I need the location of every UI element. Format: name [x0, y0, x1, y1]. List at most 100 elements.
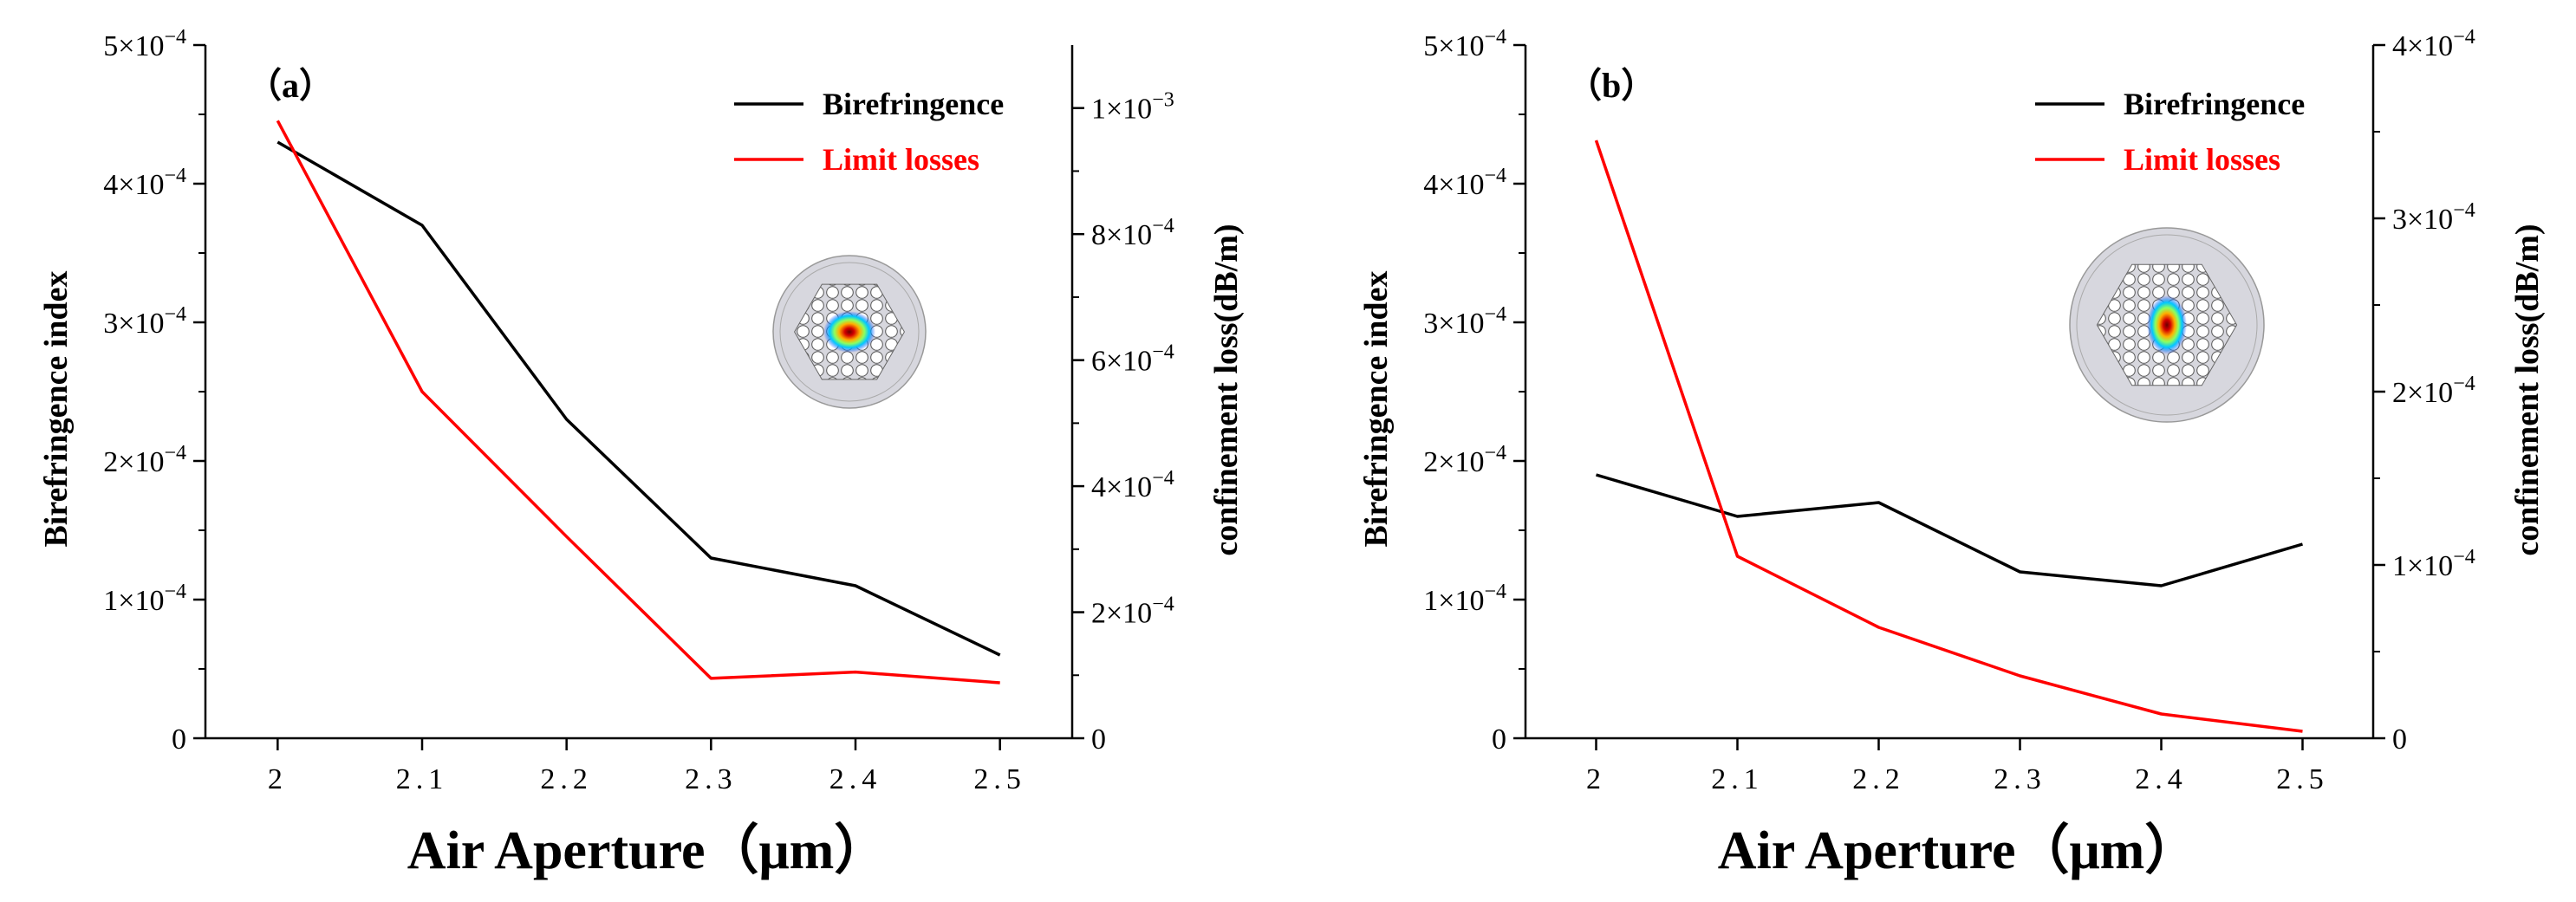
y-right-tick-label-mantissa: 4×10 [1091, 471, 1152, 503]
fiber-cladding-ring [2076, 234, 2258, 416]
y-left-tick-label: 4×10−4 [1423, 165, 1506, 201]
y-left-tick-label: 3×10−4 [103, 303, 186, 340]
y-right-tick-label: 3×10−4 [2392, 199, 2475, 236]
x-tick-label: 2 [268, 763, 288, 795]
y-left-tick-label-mantissa: 2×10 [103, 446, 164, 478]
x-axis-label: Air Aperture（μm） [1718, 820, 2199, 880]
y-left-tick-label-exponent: −4 [1484, 26, 1506, 49]
y-left-tick-label: 5×10−4 [1423, 26, 1506, 62]
y-left-tick-label: 4×10−4 [103, 165, 186, 201]
y-left-tick-label: 2×10−4 [103, 442, 186, 478]
legend-label: Birefringence [823, 87, 1004, 121]
y-right-tick-label: 0 [1091, 724, 1106, 756]
y-left-tick-label-exponent: −4 [1484, 303, 1506, 326]
y-left-tick-label-mantissa: 5×10 [1423, 30, 1484, 62]
series-line-birefringence [1596, 473, 2303, 587]
y-left-tick-label-mantissa: 5×10 [103, 30, 164, 62]
y-left-tick-label-mantissa: 4×10 [1423, 169, 1484, 201]
x-tick-label: 2.5 [2276, 763, 2329, 795]
y-left-tick-label-exponent: −4 [164, 303, 186, 326]
y-left-tick-label-exponent: −4 [1484, 165, 1506, 187]
panel-label: （a） [247, 66, 334, 105]
y-right-tick-label-mantissa: 0 [1091, 724, 1106, 756]
y-right-tick-label: 2×10−4 [2392, 373, 2475, 409]
x-tick-label: 2.5 [973, 763, 1026, 795]
series-line-birefringence [276, 140, 1001, 657]
y-right-tick-label: 1×10−4 [2392, 546, 2475, 582]
y-axis-left-label: Birefringence index [1358, 270, 1395, 547]
x-tick-label: 2.2 [540, 763, 593, 795]
y-right-tick-label: 8×10−4 [1091, 215, 1174, 251]
mode-field-profile [823, 311, 875, 353]
series-line-limit-losses [1594, 140, 2303, 733]
y-left-tick-label-exponent: −4 [164, 442, 186, 464]
y-left-tick-label-exponent: −4 [1484, 442, 1506, 464]
y-right-tick-label: 0 [2392, 724, 2407, 756]
y-right-tick-label: 4×10−4 [1091, 467, 1174, 503]
y-left-tick-label: 5×10−4 [103, 26, 186, 62]
y-right-tick-label-mantissa: 1×10 [1091, 94, 1152, 126]
y-left-tick-label-mantissa: 0 [1492, 724, 1506, 756]
y-left-tick-label-mantissa: 0 [172, 724, 186, 756]
y-right-tick-label-mantissa: 4×10 [2392, 30, 2453, 62]
chart-panel-b: 2 2.1 2.2 2.3 2.4 2.501×10−42×10−43×10−44×10−… [1358, 26, 2546, 880]
y-axis-right-label: confinement loss(dB/m) [2509, 224, 2546, 555]
legend-label: Limit losses [823, 142, 979, 177]
y-left-tick-label-exponent: −4 [164, 581, 186, 603]
y-right-tick-label-exponent: −4 [1152, 215, 1174, 237]
y-left-tick-label-mantissa: 3×10 [1423, 308, 1484, 340]
chart-panel-a: 2 2.1 2.2 2.3 2.4 2.501×10−42×10−43×10−44×10−… [38, 26, 1245, 880]
y-right-tick-label-mantissa: 2×10 [2392, 377, 2453, 409]
y-axis-left-label: Birefringence index [38, 270, 75, 547]
x-tick-label: 2.4 [2135, 763, 2188, 795]
y-right-tick-label-exponent: −4 [1152, 594, 1174, 616]
y-right-tick-label: 4×10−4 [2392, 26, 2475, 62]
y-left-tick-label: 3×10−4 [1423, 303, 1506, 340]
x-tick-label: 2 [1586, 763, 1606, 795]
y-left-tick-label: 1×10−4 [103, 581, 186, 617]
y-left-tick-label-mantissa: 4×10 [103, 169, 164, 201]
mode-field-profile [2147, 295, 2187, 354]
x-tick-label: 2.4 [829, 763, 882, 795]
series-line-limit-losses [276, 120, 1000, 685]
x-tick-label: 2.1 [1711, 763, 1764, 795]
y-left-tick-label-mantissa: 1×10 [1423, 585, 1484, 617]
fiber-cladding-ring [779, 262, 920, 402]
y-left-tick-label: 1×10−4 [1423, 581, 1506, 617]
legend-label: Birefringence [2124, 87, 2305, 121]
y-right-tick-label-exponent: −4 [1152, 467, 1174, 490]
y-right-tick-label: 2×10−4 [1091, 594, 1174, 630]
y-left-tick-label-exponent: −4 [164, 26, 186, 49]
legend-label: Limit losses [2124, 142, 2280, 177]
y-right-tick-label-mantissa: 6×10 [1091, 346, 1152, 378]
y-axis-right-label: confinement loss(dB/m) [1208, 224, 1245, 555]
y-right-tick-label: 1×10−3 [1091, 89, 1174, 126]
y-right-tick-label-mantissa: 0 [2392, 724, 2407, 756]
x-tick-label: 2.2 [1852, 763, 1905, 795]
x-tick-label: 2.3 [1994, 763, 2046, 795]
y-left-tick-label: 0 [1492, 724, 1506, 756]
y-right-tick-label-exponent: −4 [1152, 341, 1174, 364]
y-right-tick-label-exponent: −4 [2453, 26, 2475, 49]
y-left-tick-label-mantissa: 1×10 [103, 585, 164, 617]
y-left-tick-label-mantissa: 3×10 [103, 308, 164, 340]
panel-label: （b） [1567, 66, 1656, 105]
y-left-tick-label: 0 [172, 724, 186, 756]
fiber-inset-image [772, 255, 927, 409]
x-tick-label: 2.1 [396, 763, 449, 795]
y-right-tick-label-exponent: −4 [2453, 199, 2475, 222]
x-axis-label: Air Aperture（μm） [407, 820, 888, 880]
y-right-tick-label-exponent: −4 [2453, 546, 2475, 568]
fiber-inset-image [2069, 227, 2265, 423]
y-right-tick-label-mantissa: 3×10 [2392, 204, 2453, 236]
y-right-tick-label-mantissa: 2×10 [1091, 598, 1152, 630]
y-left-tick-label-exponent: −4 [164, 165, 186, 187]
y-right-tick-label: 6×10−4 [1091, 341, 1174, 378]
y-right-tick-label-exponent: −4 [2453, 373, 2475, 395]
y-left-tick-label-mantissa: 2×10 [1423, 446, 1484, 478]
y-right-tick-label-mantissa: 1×10 [2392, 550, 2453, 582]
y-right-tick-label-exponent: −3 [1152, 89, 1174, 112]
y-right-tick-label-mantissa: 8×10 [1091, 219, 1152, 251]
x-tick-label: 2.3 [685, 763, 738, 795]
